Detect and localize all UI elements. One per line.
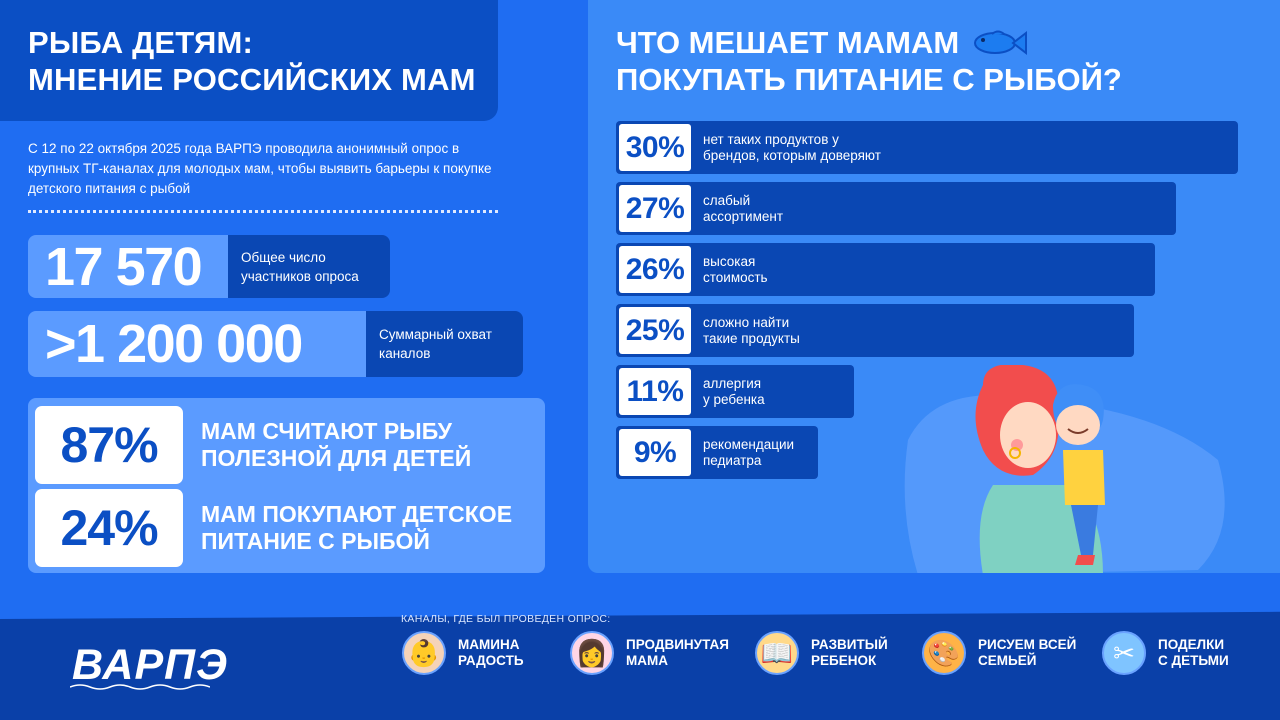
bar-category-label: слабый ассортимент: [703, 192, 784, 224]
intro-text: С 12 по 22 октября 2025 года ВАРПЭ прово…: [28, 141, 492, 196]
bar-2: 27% слабый ассортимент: [616, 182, 1176, 235]
percent-text: МАМ ПОКУПАЮТ ДЕТСКОЕ ПИТАНИЕ С РЫБОЙ: [201, 501, 513, 554]
stat-reach: >1 200 000 Суммарный охват каналов: [28, 311, 523, 377]
stat-label-text: Общее число участников опроса: [241, 249, 359, 284]
bar-value-label: 25%: [619, 307, 691, 354]
mom-avatar-icon: 👩: [570, 631, 614, 675]
channel-item[interactable]: 👶 МАМИНА РАДОСТЬ: [402, 631, 524, 675]
bar-value-label: 11%: [619, 368, 691, 415]
channel-item[interactable]: 👩 ПРОДВИНУТАЯ МАМА: [570, 631, 729, 675]
percent-value: 87%: [35, 406, 183, 484]
baby-face-icon: 👶: [402, 631, 446, 675]
mom-and-child-illustration: [975, 365, 1105, 573]
crafts-icon: ✂: [1102, 631, 1146, 675]
percent-fact: 24% МАМ ПОКУПАЮТ ДЕТСКОЕ ПИТАНИЕ С РЫБОЙ: [35, 489, 512, 567]
channel-label: ПОДЕЛКИ С ДЕТЬМИ: [1158, 637, 1229, 668]
bar-value-label: 30%: [619, 124, 691, 171]
stat-label: Суммарный охват каналов: [366, 311, 523, 377]
bar-category-label: аллергия у ребенка: [703, 375, 765, 407]
fish-icon: [974, 30, 1027, 56]
stat-value: 17 570: [28, 235, 228, 298]
bar-5: 11% аллергия у ребенка: [616, 365, 854, 418]
channel-item[interactable]: 📖 РАЗВИТЫЙ РЕБЕНОК: [755, 631, 888, 675]
bar-value-label: 9%: [619, 429, 691, 476]
logo-wave-icon: [70, 684, 210, 690]
footer: ВАРПЭ КАНАЛЫ, ГДЕ БЫЛ ПРОВЕДЕН ОПРОС: 👶 М…: [0, 601, 1280, 720]
stat-value: >1 200 000: [28, 311, 366, 377]
percent-value: 24%: [35, 489, 183, 567]
bar-value-label: 26%: [619, 246, 691, 293]
varpe-logo: ВАРПЭ: [72, 641, 228, 689]
bar-chart: 30% нет таких продуктов у брендов, которы…: [588, 0, 1280, 573]
stat-label-text: Суммарный охват каналов: [379, 327, 492, 361]
percent-facts-box: 87% МАМ СЧИТАЮТ РЫБУ ПОЛЕЗНОЙ ДЛЯ ДЕТЕЙ …: [28, 398, 545, 573]
dotted-divider: [28, 210, 498, 213]
channel-item[interactable]: ✂ ПОДЕЛКИ С ДЕТЬМИ: [1102, 631, 1229, 675]
channel-label: РИСУЕМ ВСЕЙ СЕМЬЕЙ: [978, 637, 1077, 668]
bar-category-label: высокая стоимость: [703, 253, 768, 285]
channel-label: МАМИНА РАДОСТЬ: [458, 637, 524, 668]
bar-category-label: рекомендации педиатра: [703, 436, 795, 468]
stat-participants: 17 570 Общее число участников опроса: [28, 235, 390, 298]
stat-label: Общее число участников опроса: [228, 235, 390, 298]
barriers-title: ЧТО МЕШАЕТ МАМАМ ПОКУПАТЬ ПИТАНИЕ С РЫБО…: [616, 25, 1122, 97]
percent-fact: 87% МАМ СЧИТАЮТ РЫБУ ПОЛЕЗНОЙ ДЛЯ ДЕТЕЙ: [35, 406, 471, 484]
barriers-panel: ЧТО МЕШАЕТ МАМАМ ПОКУПАТЬ ПИТАНИЕ С РЫБО…: [588, 0, 1280, 573]
percent-text: МАМ СЧИТАЮТ РЫБУ ПОЛЕЗНОЙ ДЛЯ ДЕТЕЙ: [201, 418, 472, 471]
bar-1: 30% нет таких продуктов у брендов, которы…: [616, 121, 1238, 174]
channels-title: КАНАЛЫ, ГДЕ БЫЛ ПРОВЕДЕН ОПРОС:: [401, 613, 611, 625]
bar-4: 25% сложно найти такие продукты: [616, 304, 1135, 357]
bar-category-label: сложно найти такие продукты: [703, 314, 800, 346]
footer-strip: [0, 601, 1280, 619]
title-box: РЫБА ДЕТЯМ: МНЕНИЕ РОССИЙСКИХ МАМ: [0, 0, 498, 121]
channel-label: РАЗВИТЫЙ РЕБЕНОК: [811, 637, 888, 668]
bar-6: 9% рекомендации педиатра: [616, 426, 818, 479]
main-title: РЫБА ДЕТЯМ: МНЕНИЕ РОССИЙСКИХ МАМ: [28, 25, 476, 97]
reading-child-icon: 📖: [755, 631, 799, 675]
bar-3: 26% высокая стоимость: [616, 243, 1156, 296]
bar-category-label: нет таких продуктов у брендов, которым д…: [703, 131, 881, 163]
channel-item[interactable]: 🎨 РИСУЕМ ВСЕЙ СЕМЬЕЙ: [922, 631, 1076, 675]
drawing-child-icon: 🎨: [922, 631, 966, 675]
bar-value-label: 27%: [619, 185, 691, 232]
channel-label: ПРОДВИНУТАЯ МАМА: [626, 637, 729, 668]
